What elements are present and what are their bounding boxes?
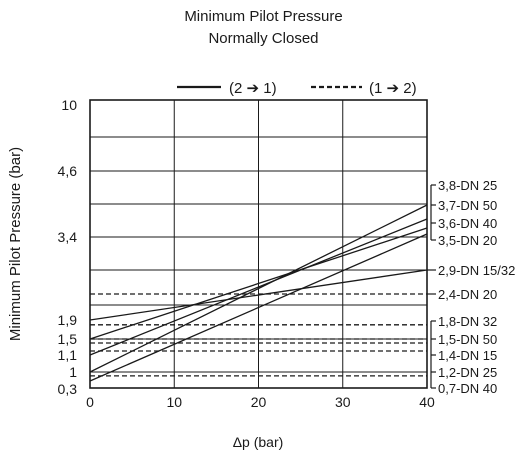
x-tick-label: 30	[335, 394, 351, 410]
y-tick-label: 10	[61, 97, 77, 113]
legend: (2 ➔ 1) (1 ➔ 2)	[177, 80, 417, 97]
x-axis-label: Δp (bar)	[233, 434, 284, 450]
series-label: 1,8-DN 32	[438, 314, 497, 329]
series-label: 1,2-DN 25	[438, 365, 497, 380]
series-label: 3,8-DN 25	[438, 178, 497, 193]
y-tick-label: 3,4	[58, 229, 78, 245]
series-label: 3,7-DN 50	[438, 198, 497, 213]
y-tick-label: 1,9	[58, 312, 78, 328]
y-axis-ticks: 10 4,6 3,4 1,9 1,51,110,3	[58, 97, 78, 397]
series-label: 2,4-DN 20	[438, 287, 497, 302]
y-tick-label: 1	[69, 364, 77, 380]
series-line	[89, 233, 428, 382]
series-lines	[89, 204, 428, 382]
x-axis-ticks: 0 10 20 30 40	[86, 394, 435, 410]
chart-title: Minimum Pilot Pressure	[184, 8, 343, 25]
y-tick-label: 1,5	[58, 331, 78, 347]
series-label: 1,4-DN 15	[438, 348, 497, 363]
y-tick-label: 4,6	[58, 163, 78, 179]
x-tick-label: 10	[166, 394, 182, 410]
x-tick-label: 40	[419, 394, 435, 410]
series-label: 3,6-DN 40	[438, 216, 497, 231]
chart-subtitle: Normally Closed	[208, 30, 319, 47]
plot-frame	[89, 99, 428, 389]
series-label: 2,9-DN 15/32	[438, 263, 515, 278]
series-label: 0,7-DN 40	[438, 381, 497, 396]
series-label: 1,5-DN 50	[438, 332, 497, 347]
legend-solid-label: (2 ➔ 1)	[229, 80, 277, 97]
series-line	[89, 227, 428, 340]
y-axis-label: Minimum Pilot Pressure (bar)	[7, 147, 24, 341]
series-label: 3,5-DN 20	[438, 233, 497, 248]
x-tick-label: 0	[86, 394, 94, 410]
series-line	[89, 218, 428, 356]
series-line	[89, 204, 428, 373]
y-tick-label: 1,1	[58, 347, 78, 363]
x-tick-label: 20	[251, 394, 267, 410]
series-labels: 3,8-DN 25 3,7-DN 50 3,6-DN 40 3,5-DN 20 2,9-…	[427, 178, 515, 396]
y-tick-label: 0,3	[58, 381, 78, 397]
series-line	[89, 269, 428, 321]
plot-frame-rect	[89, 99, 428, 389]
legend-dashed-label: (1 ➔ 2)	[369, 80, 417, 97]
